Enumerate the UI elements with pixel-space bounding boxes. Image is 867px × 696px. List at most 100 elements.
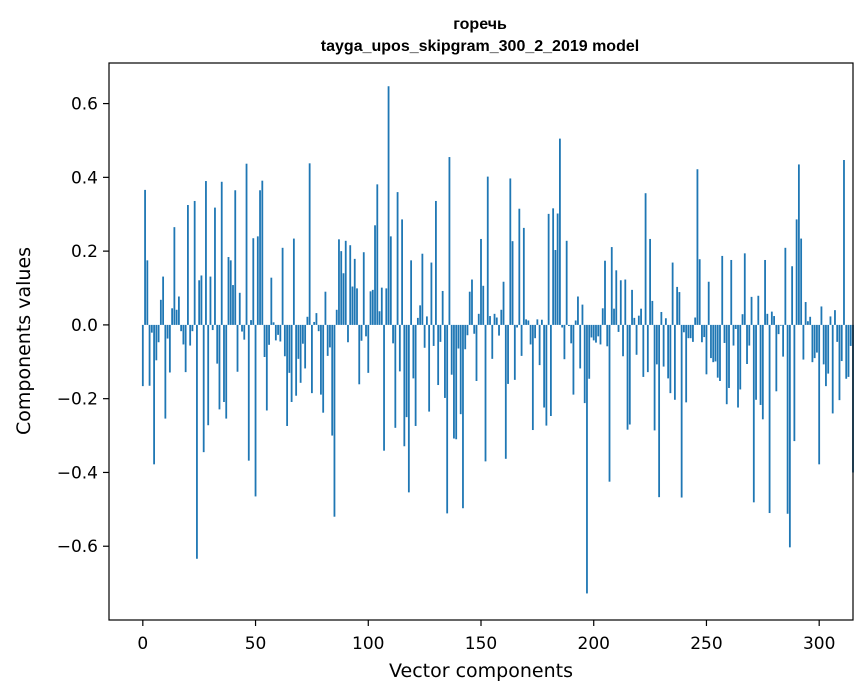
- bar: [777, 324, 780, 335]
- bar: [840, 324, 843, 362]
- bar: [141, 324, 144, 387]
- bar: [563, 324, 566, 360]
- bar: [407, 324, 410, 493]
- bar: [843, 160, 845, 325]
- bar: [658, 324, 661, 498]
- bar: [306, 316, 309, 325]
- bar: [286, 324, 289, 426]
- bar: [329, 324, 331, 348]
- bar: [590, 324, 593, 338]
- bar: [626, 324, 629, 430]
- bar: [405, 324, 408, 418]
- bar: [775, 324, 778, 392]
- bar: [849, 324, 852, 346]
- bar: [637, 315, 640, 325]
- bar: [295, 324, 298, 396]
- bar: [834, 310, 836, 325]
- bar: [671, 262, 674, 325]
- bar: [743, 253, 746, 325]
- bar: [825, 324, 827, 387]
- bar: [191, 324, 194, 332]
- bar: [277, 324, 279, 335]
- bar: [507, 324, 509, 384]
- bar: [619, 280, 622, 325]
- bar: [509, 178, 512, 325]
- bar: [367, 324, 370, 373]
- bar: [211, 324, 214, 331]
- bar: [696, 169, 699, 325]
- bar: [646, 324, 649, 373]
- bar: [398, 324, 401, 372]
- bar: [608, 324, 611, 482]
- bar: [793, 324, 796, 442]
- x-tick-label: 200: [578, 634, 610, 654]
- x-tick-label: 100: [352, 634, 384, 654]
- y-tick-label: −0.4: [57, 463, 98, 483]
- bar: [225, 324, 228, 419]
- bar: [236, 324, 239, 372]
- bar-series: [141, 86, 854, 594]
- bar: [486, 176, 489, 325]
- bar: [162, 276, 165, 325]
- bar: [207, 324, 210, 426]
- bar: [595, 324, 597, 343]
- bar: [311, 324, 313, 394]
- bar: [380, 287, 383, 325]
- bar: [324, 291, 327, 325]
- bar: [198, 280, 201, 325]
- bar: [529, 324, 532, 345]
- bar: [583, 324, 586, 404]
- bar: [335, 309, 338, 325]
- bar: [811, 324, 814, 363]
- bar: [527, 320, 530, 325]
- bar: [256, 236, 259, 325]
- bar: [822, 324, 825, 365]
- bar: [689, 324, 692, 339]
- bar: [538, 324, 541, 366]
- bar: [723, 324, 726, 343]
- chart-title: горечь: [453, 16, 507, 33]
- bar: [755, 324, 757, 400]
- bar: [552, 208, 555, 325]
- bar: [261, 180, 264, 325]
- bar: [385, 288, 388, 325]
- bar: [403, 324, 406, 447]
- bar: [786, 324, 789, 514]
- bar: [229, 260, 232, 325]
- bar: [376, 184, 379, 325]
- bar: [268, 324, 270, 345]
- bar: [534, 324, 537, 339]
- bar: [342, 273, 345, 325]
- bar: [401, 219, 403, 325]
- bar: [795, 219, 798, 325]
- bar: [168, 324, 171, 373]
- bar: [662, 324, 665, 367]
- bar: [150, 324, 153, 333]
- bar: [797, 164, 800, 325]
- bar: [610, 247, 613, 325]
- bar: [559, 138, 561, 325]
- x-axis: 0 50 100 150 200 250 300: [137, 620, 835, 654]
- bar: [714, 324, 717, 362]
- bar: [344, 240, 347, 325]
- bar: [238, 292, 241, 325]
- bar: [353, 258, 356, 325]
- bar: [450, 324, 453, 375]
- bar: [719, 324, 721, 381]
- bar: [491, 324, 494, 359]
- bar: [653, 324, 656, 431]
- bar: [800, 238, 803, 325]
- y-axis: 0.6 0.4 0.2 0.0 −0.2 −0.4 −0.6: [57, 95, 109, 557]
- bar: [202, 324, 205, 453]
- bar: [389, 236, 392, 325]
- bar: [414, 324, 417, 426]
- bar: [471, 279, 473, 325]
- bar: [570, 324, 573, 344]
- y-tick-label: 0.0: [71, 316, 98, 336]
- bar: [561, 324, 564, 328]
- bar: [153, 324, 155, 465]
- bar: [705, 324, 708, 375]
- bar: [687, 324, 690, 339]
- bar: [290, 324, 293, 402]
- bar: [516, 324, 518, 328]
